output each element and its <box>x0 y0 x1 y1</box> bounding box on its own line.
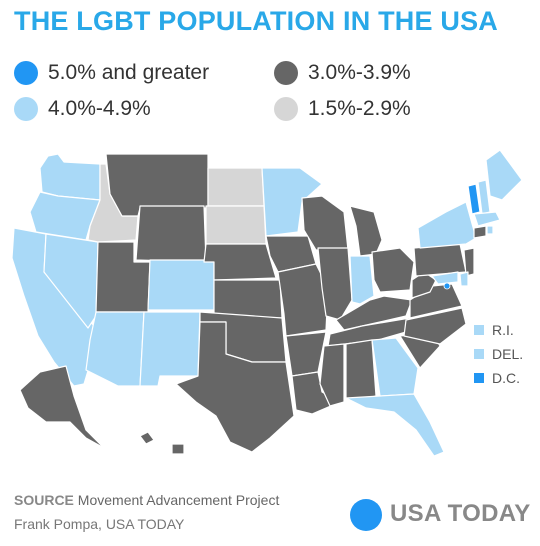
legend-swatch <box>274 61 298 85</box>
state-hi <box>139 431 155 445</box>
small-state-label: DEL. <box>492 346 524 362</box>
legend-label: 5.0% and greater <box>48 61 210 84</box>
state-al <box>345 339 377 403</box>
state-dc <box>443 282 451 290</box>
state-wy <box>135 205 207 263</box>
state-oh <box>371 247 415 293</box>
state-ar <box>285 331 327 377</box>
legend-label: 1.5%-2.9% <box>308 97 411 120</box>
small-state-swatch <box>474 325 484 335</box>
state-mo <box>277 263 329 337</box>
small-state-label: R.I. <box>492 322 514 338</box>
state-de <box>459 271 469 287</box>
small-state-swatch <box>474 373 484 383</box>
state-tx <box>175 321 295 453</box>
state-hi-big-island <box>171 443 185 455</box>
small-state-ri: R.I. <box>474 322 514 338</box>
state-vt <box>467 183 481 215</box>
state-co <box>147 259 215 311</box>
state-ga <box>371 337 419 397</box>
state-ne <box>203 243 277 281</box>
state-fl <box>345 393 445 457</box>
state-ri <box>486 225 494 235</box>
state-pa <box>413 243 467 277</box>
state-mi <box>349 205 383 257</box>
legend-item-4-to-4-9: 4.0%-4.9% <box>14 97 151 121</box>
state-md <box>431 271 459 285</box>
legend-swatch <box>14 61 38 85</box>
state-ak <box>19 365 105 449</box>
legend-item-5-plus: 5.0% and greater <box>14 61 209 85</box>
us-map <box>11 149 523 457</box>
state-nj <box>463 247 475 277</box>
legend-label: 4.0%-4.9% <box>48 97 151 120</box>
usa-today-logo-dot <box>350 499 382 531</box>
state-ms <box>319 343 345 407</box>
source-text: Movement Advancement Project <box>77 492 280 508</box>
source-label: SOURCE <box>14 492 74 508</box>
state-me <box>485 149 523 201</box>
legend-swatch <box>274 97 298 121</box>
small-state-del: DEL. <box>474 346 523 362</box>
state-nd <box>207 167 265 207</box>
state-in <box>349 255 375 305</box>
usa-today-logo-text: USA TODAY <box>390 500 531 527</box>
legend-item-3-to-3-9: 3.0%-3.9% <box>274 61 411 85</box>
state-sd <box>205 205 267 245</box>
state-or <box>29 191 101 241</box>
state-wa <box>39 153 101 201</box>
state-ct <box>473 225 487 239</box>
legend-swatch <box>14 97 38 121</box>
small-state-label: D.C. <box>492 370 520 386</box>
state-ks <box>213 279 283 319</box>
map-title: THE LGBT POPULATION IN THE USA <box>14 6 498 36</box>
state-nm <box>139 311 201 387</box>
small-state-dc: D.C. <box>474 370 520 386</box>
source-line: SOURCE Movement Advancement Project <box>14 492 279 508</box>
credit-line: Frank Pompa, USA TODAY <box>14 516 185 532</box>
legend-item-1-5-to-2-9: 1.5%-2.9% <box>274 97 411 121</box>
state-nc <box>403 307 467 345</box>
state-az <box>85 311 145 387</box>
state-ma <box>473 211 501 227</box>
state-ny <box>417 201 477 249</box>
legend-label: 3.0%-3.9% <box>308 61 411 84</box>
small-state-swatch <box>474 349 484 359</box>
